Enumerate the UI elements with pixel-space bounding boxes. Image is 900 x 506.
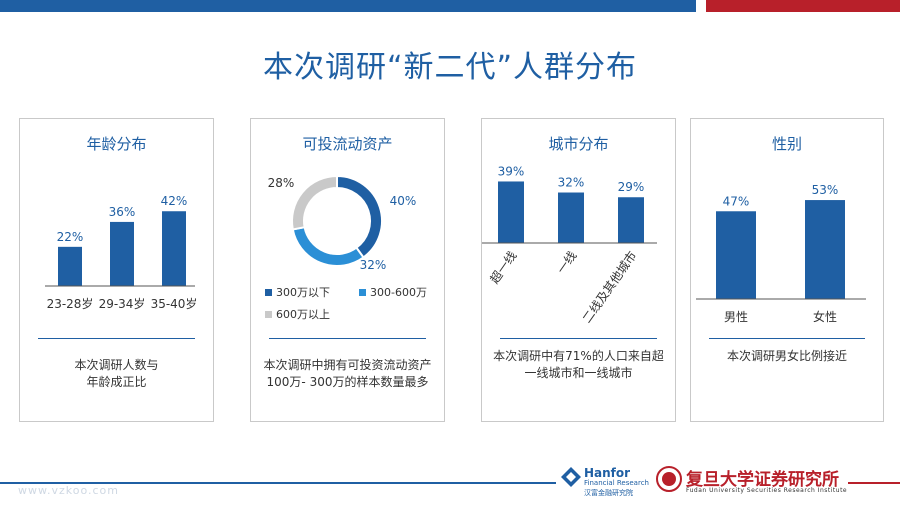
- bar-1: [498, 181, 524, 243]
- slice-label-1: 40%: [390, 194, 417, 208]
- data-label-2: 53%: [812, 183, 839, 197]
- data-label-1: 39%: [498, 164, 525, 178]
- hanfor-logo-icon: [561, 467, 581, 487]
- data-label-1: 22%: [57, 230, 84, 244]
- assets-panel: 可投流动资产 40% 32% 28% 300万以下 300-600万 600万以上 本次调研…: [250, 118, 445, 422]
- age-note: 本次调研人数与 年龄成正比: [20, 357, 213, 391]
- slice-label-3: 28%: [268, 176, 295, 190]
- bar-2: [805, 200, 845, 299]
- slice-3: [291, 174, 338, 231]
- legend-swatch-3: [265, 311, 272, 318]
- tick-label-2: 一线: [554, 249, 579, 277]
- hanfor-logo-subtext: Financial Research: [584, 479, 649, 487]
- bar-2: [110, 221, 134, 286]
- data-label-1: 47%: [723, 194, 750, 208]
- gender-note: 本次调研男女比例接近: [691, 348, 883, 365]
- data-label-3: 42%: [161, 194, 188, 208]
- data-label-2: 32%: [558, 176, 585, 190]
- age-panel: 年龄分布 22% 23-28岁 36% 29-34岁 42% 35-40岁 本次调研人数与 …: [19, 118, 214, 422]
- legend-label-3: 600万以上: [276, 308, 330, 321]
- city-note-line-1: 本次调研中有71%的人口来自超: [493, 349, 664, 363]
- assets-note: 本次调研中拥有可投资流动资产 100万- 300万的样本数量最多: [251, 357, 444, 391]
- tick-label-3: 二线及其他城市: [579, 248, 639, 325]
- slice-label-2: 32%: [360, 258, 387, 272]
- city-note-line-2: 一线城市和一线城市: [524, 366, 633, 380]
- bar-1: [716, 211, 756, 299]
- city-divider: [500, 338, 657, 339]
- page-title: 本次调研“新二代”人群分布: [262, 50, 638, 85]
- age-note-line-1: 本次调研人数与: [74, 358, 159, 372]
- slice-1: [336, 174, 383, 259]
- bar-3: [618, 197, 644, 243]
- bar-3: [162, 211, 186, 286]
- city-note: 本次调研中有71%的人口来自超 一线城市和一线城市: [482, 348, 675, 382]
- gender-panel: 性别 47% 男性 53% 女性 本次调研男女比例接近: [690, 118, 884, 422]
- watermark: www.vzkoo.com: [18, 484, 119, 497]
- assets-note-line-1: 本次调研中拥有可投资流动资产: [263, 358, 432, 372]
- chart-title: 性别: [772, 135, 802, 153]
- fudan-logo-en: Fudan University Securities Research Ins…: [686, 487, 848, 494]
- city-chart: 城市分布 39% 超一线 32% 一线 29% 二线及其他城市: [482, 135, 657, 326]
- top-bar-blue: [0, 0, 696, 12]
- fudan-logo-cn: 复旦大学证券研究所: [686, 470, 839, 490]
- tick-label-1: 23-28岁: [47, 296, 94, 311]
- data-label-3: 29%: [618, 180, 645, 194]
- hanfor-logo-cn: 汉富金融研究院: [584, 489, 633, 497]
- bar-1: [58, 246, 82, 286]
- fudan-seal-icon: [656, 466, 682, 492]
- tick-label-2: 女性: [813, 309, 837, 324]
- assets-chart: 可投流动资产 40% 32% 28% 300万以下 300-600万 600万以上: [265, 135, 427, 321]
- city-panel: 城市分布 39% 超一线 32% 一线 29% 二线及其他城市 本次调研中有71%的人口来自…: [481, 118, 676, 422]
- gender-chart: 性别 47% 男性 53% 女性: [696, 135, 866, 324]
- age-chart: 年龄分布 22% 23-28岁 36% 29-34岁 42% 35-40岁: [45, 135, 198, 311]
- chart-title: 可投流动资产: [302, 135, 392, 153]
- legend-label-1: 300万以下: [276, 286, 330, 299]
- tick-label-2: 29-34岁: [99, 296, 146, 311]
- legend-swatch-1: [265, 289, 272, 296]
- gender-divider: [709, 338, 865, 339]
- gender-note-line-1: 本次调研男女比例接近: [726, 349, 847, 363]
- hanfor-logo-text: Hanfor: [584, 466, 631, 480]
- assets-divider: [269, 338, 426, 339]
- tick-label-3: 35-40岁: [151, 296, 198, 311]
- chart-title: 城市分布: [548, 135, 608, 153]
- chart-title: 年龄分布: [86, 135, 146, 153]
- tick-label-1: 超一线: [487, 248, 520, 286]
- bar-2: [558, 192, 584, 243]
- age-divider: [38, 338, 195, 339]
- bottom-line-blue: [0, 482, 556, 484]
- assets-note-line-2: 100万- 300万的样本数量最多: [266, 375, 429, 389]
- tick-label-1: 男性: [724, 310, 748, 324]
- bottom-line-red: [848, 482, 900, 484]
- slice-2: [291, 226, 365, 267]
- age-note-line-2: 年龄成正比: [86, 375, 147, 389]
- data-label-2: 36%: [109, 205, 136, 219]
- top-bar-red: [706, 0, 900, 12]
- legend-swatch-2: [359, 289, 366, 296]
- legend-label-2: 300-600万: [370, 286, 427, 299]
